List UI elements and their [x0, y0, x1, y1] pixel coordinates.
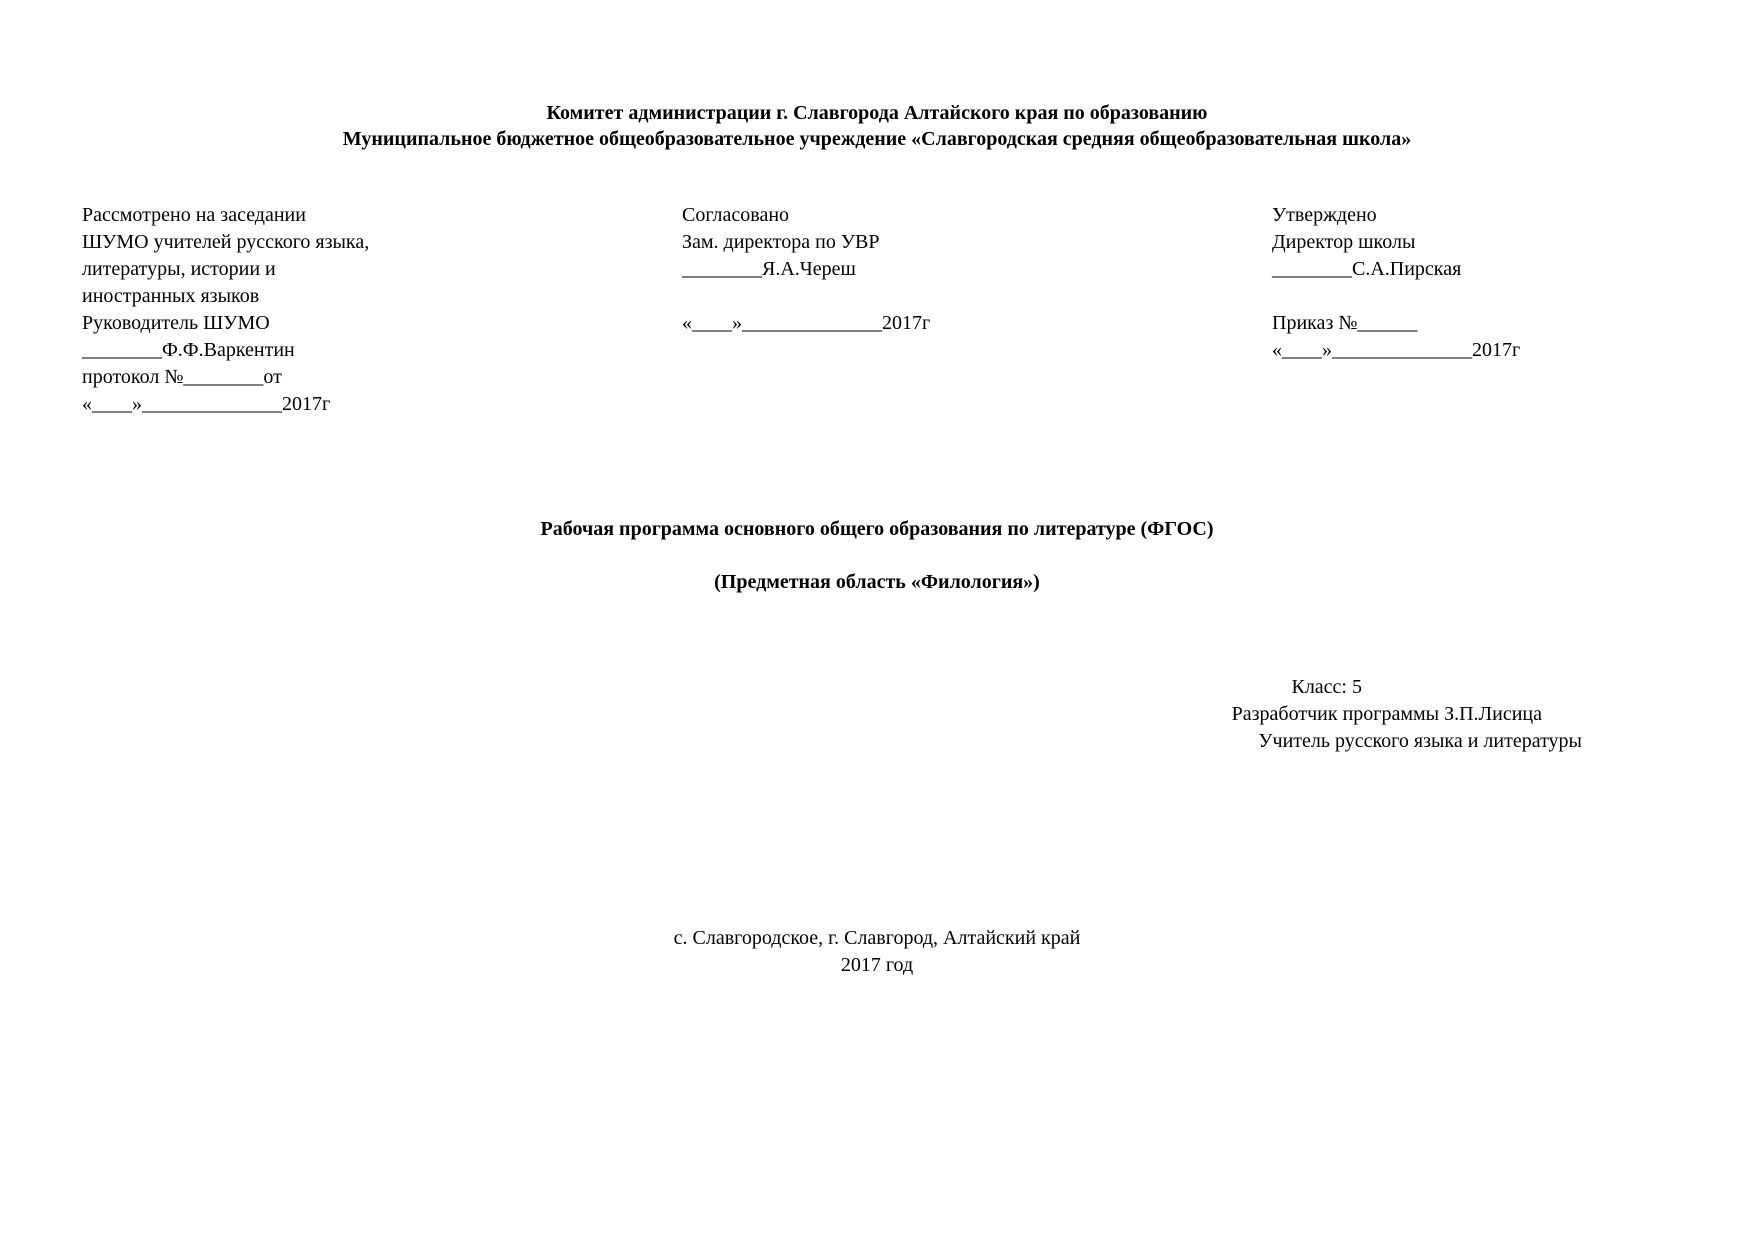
agreed-line-4 — [682, 283, 1082, 310]
approved-line-6: «____»______________2017г — [1272, 337, 1672, 364]
reviewed-line-3: литературы, истории и — [82, 256, 492, 283]
developer-info: Разработчик программы З.П.Лисица — [82, 701, 1582, 728]
approved-line-4 — [1272, 283, 1672, 310]
title-section: Рабочая программа основного общего образ… — [82, 518, 1672, 594]
reviewed-line-4: иностранных языков — [82, 283, 492, 310]
reviewed-line-8: «____»______________2017г — [82, 391, 492, 418]
agreed-line-1: Согласовано — [682, 202, 1082, 229]
year: 2017 год — [82, 952, 1672, 979]
reviewed-line-1: Рассмотрено на заседании — [82, 202, 492, 229]
approved-line-2: Директор школы — [1272, 229, 1672, 256]
position-info: Учитель русского языка и литературы — [82, 728, 1582, 755]
approval-column-approved: Утверждено Директор школы ________С.А.Пи… — [1272, 202, 1672, 418]
document-header: Комитет администрации г. Славгорода Алта… — [82, 100, 1672, 152]
header-line-1: Комитет администрации г. Славгорода Алта… — [82, 100, 1672, 126]
approved-line-1: Утверждено — [1272, 202, 1672, 229]
agreed-line-3: ________Я.А.Череш — [682, 256, 1082, 283]
reviewed-line-5: Руководитель ШУМО — [82, 310, 492, 337]
approval-section: Рассмотрено на заседании ШУМО учителей р… — [82, 202, 1672, 418]
location: с. Славгородское, г. Славгород, Алтайски… — [82, 925, 1672, 952]
agreed-line-2: Зам. директора по УВР — [682, 229, 1082, 256]
info-section: Класс: 5 Разработчик программы З.П.Лисиц… — [82, 674, 1672, 755]
approved-line-5: Приказ №______ — [1272, 310, 1672, 337]
approval-column-reviewed: Рассмотрено на заседании ШУМО учителей р… — [82, 202, 492, 418]
program-title: Рабочая программа основного общего образ… — [82, 518, 1672, 541]
reviewed-line-7: протокол №________от — [82, 364, 492, 391]
approval-column-agreed: Согласовано Зам. директора по УВР ______… — [682, 202, 1082, 418]
reviewed-line-2: ШУМО учителей русского языка, — [82, 229, 492, 256]
header-line-2: Муниципальное бюджетное общеобразователь… — [82, 126, 1672, 152]
footer-section: с. Славгородское, г. Славгород, Алтайски… — [82, 925, 1672, 979]
approved-line-3: ________С.А.Пирская — [1272, 256, 1672, 283]
subject-area: (Предметная область «Филология») — [82, 571, 1672, 594]
agreed-line-5: «____»______________2017г — [682, 310, 1082, 337]
class-info: Класс: 5 — [82, 674, 1582, 701]
reviewed-line-6: ________Ф.Ф.Варкентин — [82, 337, 492, 364]
